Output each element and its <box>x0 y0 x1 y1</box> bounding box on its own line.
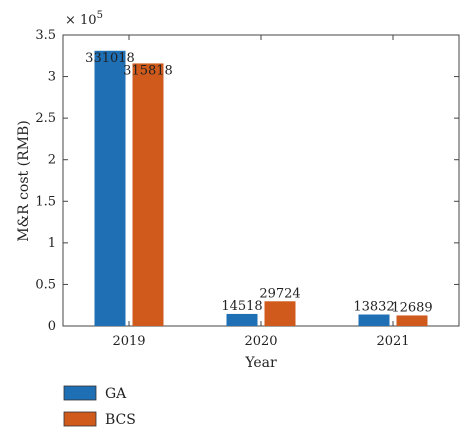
data-label-ga-2020: 14518 <box>221 299 262 314</box>
bar-bcs-2021 <box>396 315 428 326</box>
legend-label-bcs: BCS <box>105 412 136 428</box>
bar-ga-2021 <box>358 314 390 326</box>
bar-bcs-2019 <box>132 63 164 326</box>
legend-swatch-ga <box>63 385 97 401</box>
legend-swatch-bcs <box>63 411 97 427</box>
y-tick-label: 1 <box>48 236 56 251</box>
x-tick-label: 2020 <box>244 334 277 349</box>
y-tick-label: 3.5 <box>35 28 56 43</box>
y-axis-ticks: 0 0.5 1 1.5 2 2.5 3 3.5 <box>35 28 459 334</box>
y-tick-label: 2 <box>48 153 56 168</box>
bars-group <box>94 50 428 327</box>
x-axis-label: Year <box>244 355 277 371</box>
data-label-bcs-2021: 12689 <box>391 300 432 315</box>
y-axis-multiplier: × 105 <box>65 10 103 28</box>
legend-label-ga: GA <box>105 386 127 402</box>
legend: GA BCS <box>63 385 136 428</box>
y-axis-multiplier-exponent: 5 <box>97 10 103 21</box>
y-tick-label: 0.5 <box>35 277 56 292</box>
data-label-ga-2021: 13832 <box>353 299 394 314</box>
bar-ga-2019 <box>94 50 126 327</box>
x-axis-ticks: 2019 2020 2021 <box>112 35 410 349</box>
y-axis-label: M&R cost (RMB) <box>16 120 32 241</box>
data-label-bcs-2020: 29724 <box>259 286 300 301</box>
y-tick-label: 1.5 <box>35 194 56 209</box>
y-tick-label: 3 <box>48 70 56 85</box>
x-tick-label: 2019 <box>112 334 145 349</box>
bar-bcs-2020 <box>264 301 296 326</box>
y-tick-label: 2.5 <box>35 111 56 126</box>
data-label-bcs-2019: 315818 <box>123 63 173 78</box>
data-labels-group: 331018 14518 13832 315818 29724 12689 <box>85 51 433 316</box>
bar-ga-2020 <box>226 313 258 326</box>
x-tick-label: 2021 <box>376 334 409 349</box>
data-label-ga-2019: 331018 <box>85 51 135 66</box>
y-tick-label: 0 <box>48 319 56 334</box>
